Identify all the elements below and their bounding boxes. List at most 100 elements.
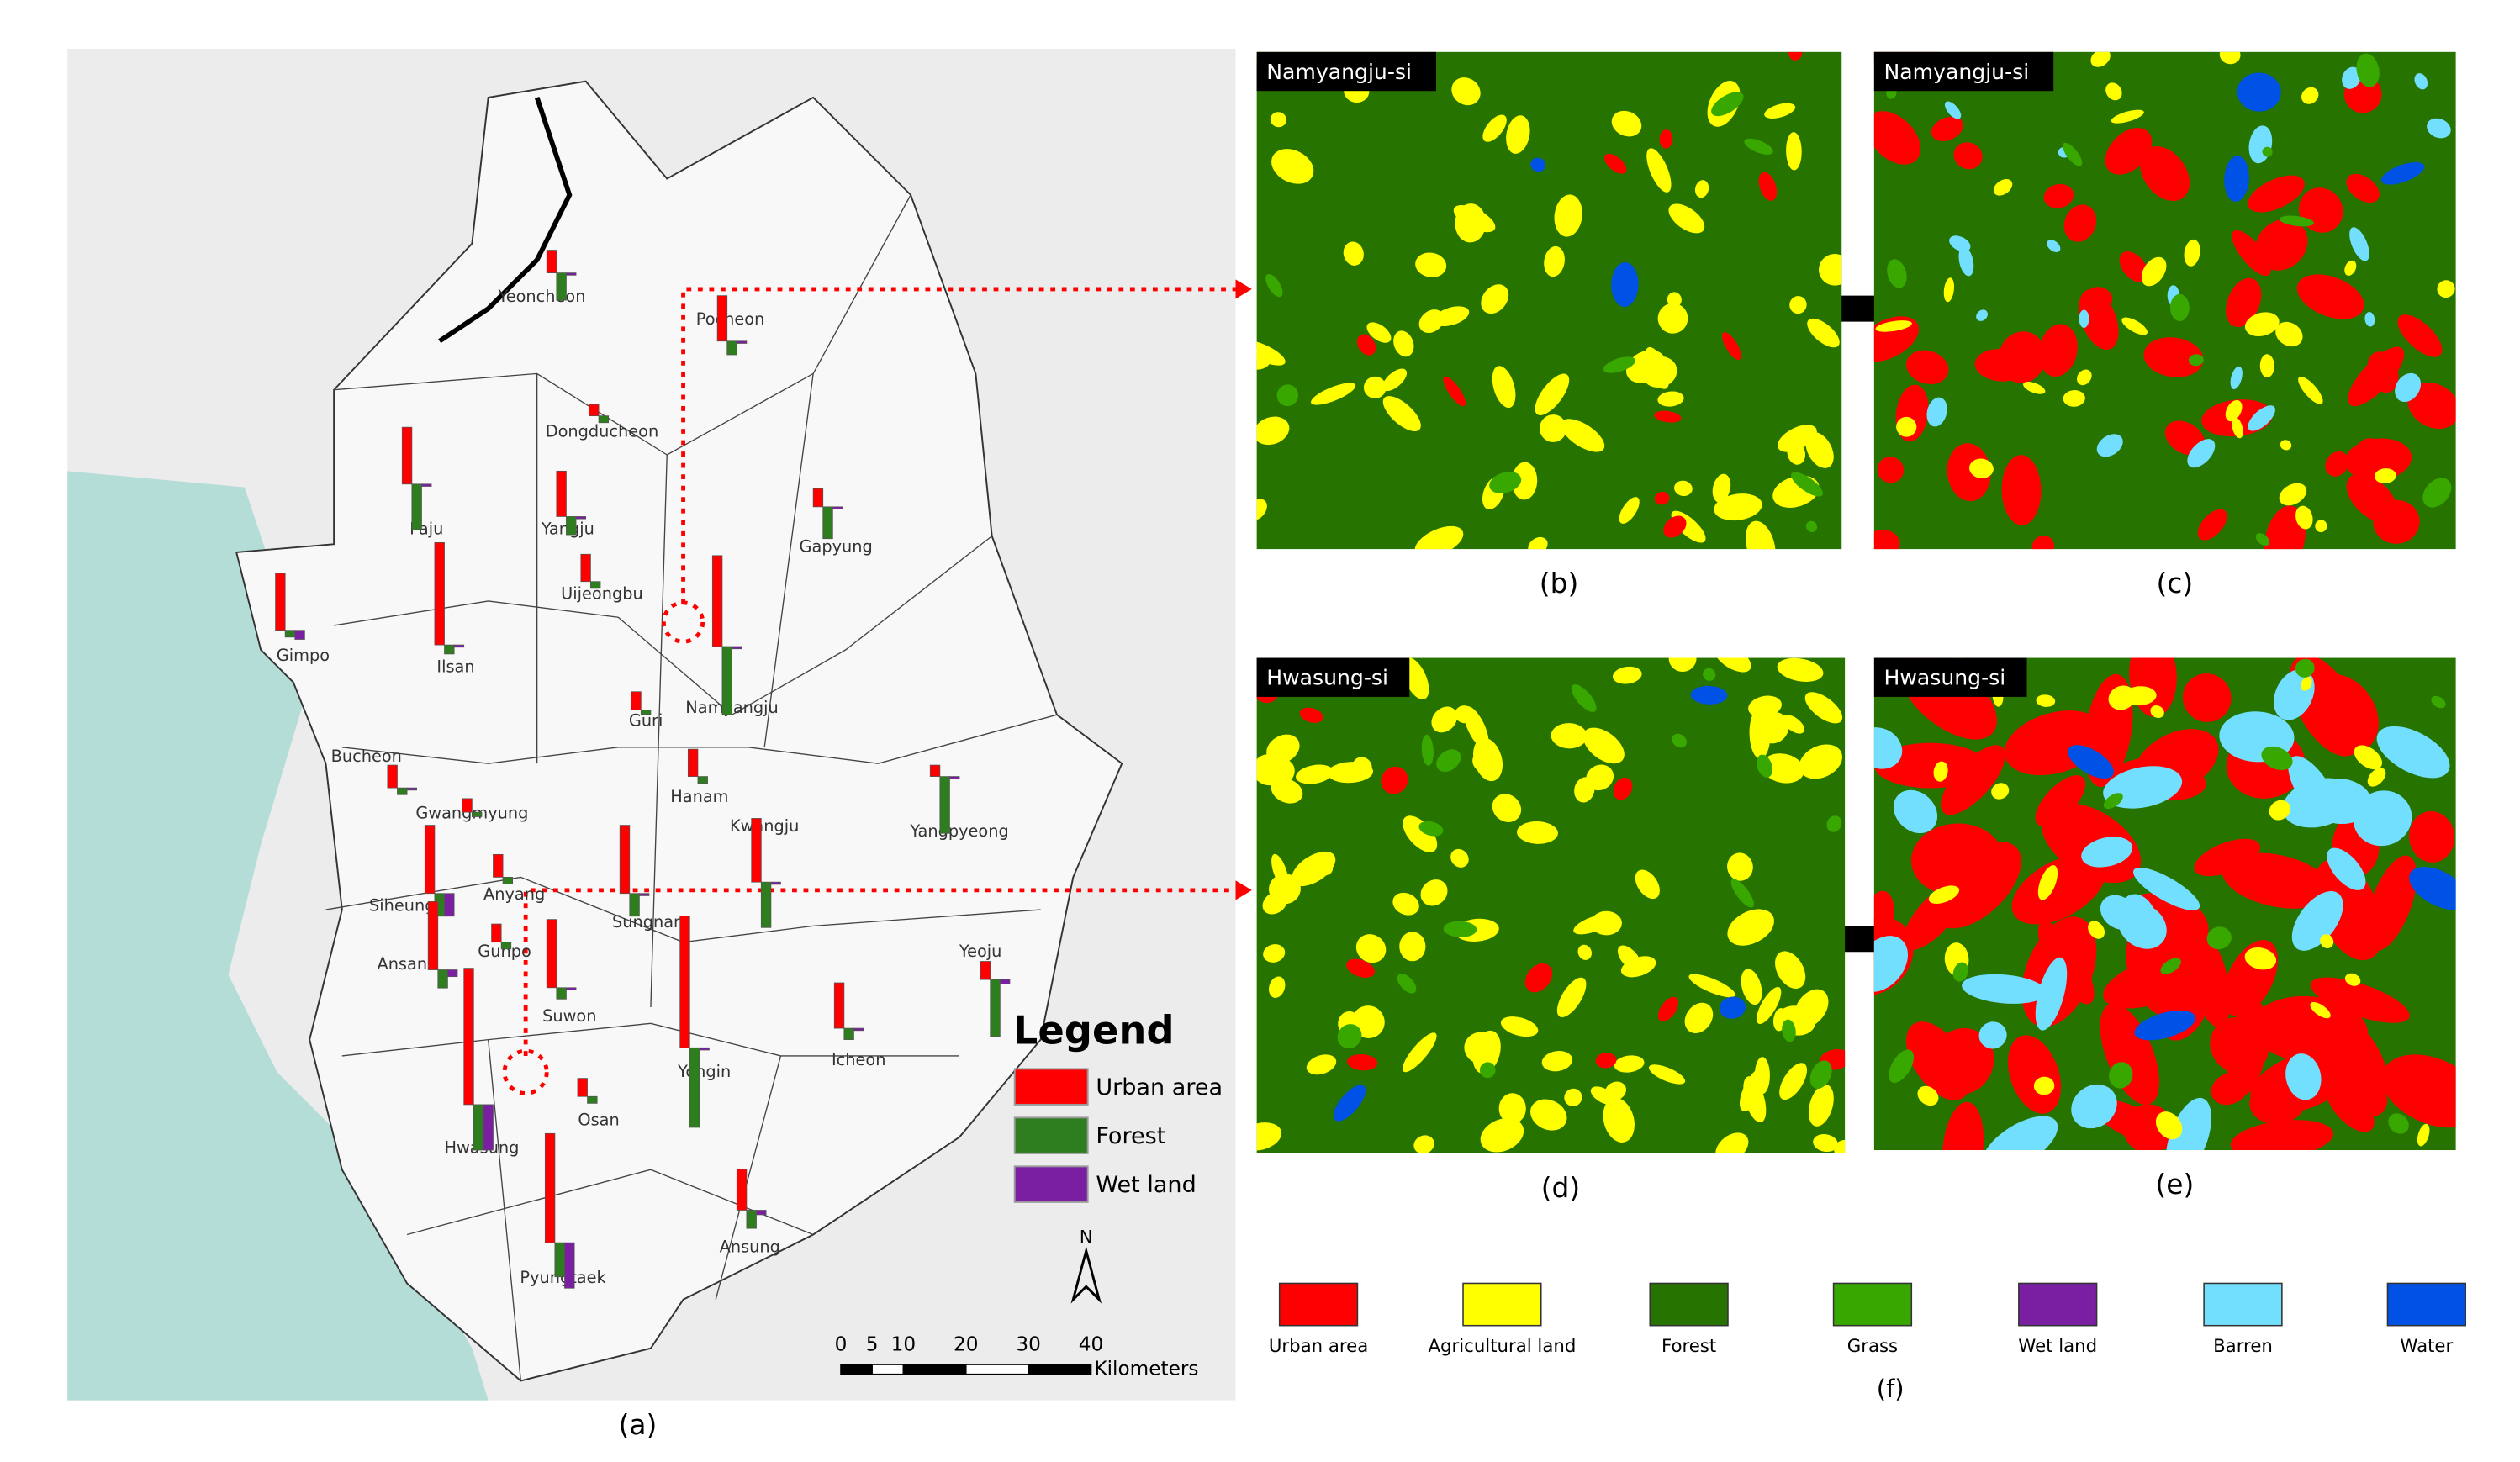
land-patch xyxy=(1413,1135,1434,1153)
land-patch xyxy=(2036,694,2056,707)
land-patch xyxy=(1875,320,1912,332)
land-patch xyxy=(1574,777,1595,803)
land-patch xyxy=(1926,397,1947,427)
city-bar xyxy=(491,923,502,943)
land-patch xyxy=(1614,1055,1645,1073)
land-patch xyxy=(1739,1066,1768,1111)
land-patch xyxy=(1617,945,1642,972)
land-patch xyxy=(1993,178,2013,196)
city-label: Gunpo xyxy=(478,942,531,961)
land-patch xyxy=(1762,753,1804,784)
scale-segment xyxy=(902,1364,967,1375)
land-patch xyxy=(2206,926,2232,950)
land-patch xyxy=(1807,318,1840,348)
land-patch xyxy=(1834,1139,1846,1153)
land-patch xyxy=(2211,1072,2249,1106)
land-patch xyxy=(2353,790,2412,847)
land-patch xyxy=(2132,868,2200,910)
land-patch xyxy=(2037,865,2058,900)
land-patch xyxy=(2134,1010,2196,1041)
land-patch xyxy=(2427,118,2451,139)
land-patch xyxy=(2344,1079,2388,1118)
landcover-label: Wet land xyxy=(2018,1336,2097,1357)
land-patch xyxy=(2301,677,2312,691)
land-patch xyxy=(1809,1060,1832,1090)
north-arrow xyxy=(1070,1246,1102,1304)
city-bar xyxy=(619,825,631,895)
land-patch xyxy=(1917,1085,1939,1106)
land-patch xyxy=(1500,1016,1539,1037)
land-patch xyxy=(2182,673,2232,722)
land-patch xyxy=(1982,1116,2058,1151)
land-patch xyxy=(1306,1054,1337,1075)
city-bar xyxy=(387,764,398,789)
city-bar xyxy=(736,340,748,344)
land-patch xyxy=(1714,657,1751,673)
land-patch xyxy=(2327,847,2366,890)
land-patch xyxy=(2301,87,2319,104)
land-patch xyxy=(1403,815,1438,852)
land-patch xyxy=(2063,204,2097,242)
land-cover-panel: Namyangju-si (c) xyxy=(1873,51,2456,599)
land-patch xyxy=(2143,337,2204,377)
city-bar xyxy=(589,404,600,417)
land-patch xyxy=(1952,962,1968,982)
city-label: Uijeongbu xyxy=(561,584,643,604)
land-cover-patches xyxy=(1256,657,1846,1153)
land-patch xyxy=(1571,684,1597,712)
land-patch xyxy=(2232,417,2243,439)
land-patch xyxy=(2068,745,2114,779)
land-patch xyxy=(1506,115,1530,154)
land-patch xyxy=(1554,194,1582,237)
land-patch xyxy=(1276,384,1299,407)
city-bar xyxy=(473,1104,484,1151)
land-patch xyxy=(1976,309,1988,321)
land-patch xyxy=(2155,1111,2183,1140)
city-bar xyxy=(556,272,567,301)
city-bar xyxy=(502,877,514,884)
land-patch xyxy=(2230,1120,2333,1151)
city-label: Kwangju xyxy=(730,816,799,836)
land-patch xyxy=(1292,851,1336,887)
city-label: Pocheon xyxy=(696,309,765,329)
land-patch xyxy=(2160,958,2181,974)
land-patch xyxy=(1346,958,1375,978)
panel-title: Hwasung-si xyxy=(1266,666,1388,690)
land-patch xyxy=(1603,1097,1635,1143)
land-patch xyxy=(2047,240,2061,252)
city-label: Yeoncheon xyxy=(497,287,585,306)
city-bar xyxy=(546,250,557,273)
land-patch xyxy=(1356,334,1376,356)
land-patch xyxy=(1819,254,1842,286)
land-patch xyxy=(2359,440,2396,472)
land-patch xyxy=(1928,885,1960,904)
city-bar xyxy=(401,426,413,485)
north-label: N xyxy=(1080,1227,1093,1248)
land-patch xyxy=(2291,891,2343,951)
landcover-swatch xyxy=(1278,1282,1359,1327)
landcover-swatch xyxy=(1462,1282,1542,1327)
city-bar xyxy=(939,776,950,834)
land-patch xyxy=(1512,462,1538,500)
land-patch xyxy=(2226,277,2262,328)
land-patch xyxy=(1893,789,1938,834)
land-patch xyxy=(1352,757,1372,776)
landcover-swatch xyxy=(2386,1282,2466,1327)
land-patch xyxy=(2280,440,2292,451)
land-patch xyxy=(1690,685,1728,705)
land-patch xyxy=(2035,775,2086,827)
panel-title: Hwasung-si xyxy=(1883,666,2005,690)
land-patch xyxy=(1805,431,1834,468)
land-patch xyxy=(2367,768,2386,787)
land-patch xyxy=(2325,451,2349,477)
land-patch xyxy=(1299,707,1323,723)
panel-caption: (e) xyxy=(2155,1169,2194,1201)
land-patch xyxy=(1473,737,1503,782)
land-patch xyxy=(1974,349,2028,382)
land-patch xyxy=(1672,733,1688,748)
land-patch xyxy=(1625,350,1666,383)
city-bar xyxy=(437,969,448,989)
land-patch xyxy=(1668,203,1705,234)
landcover-label: Agricultural land xyxy=(1428,1336,1576,1357)
city-bar xyxy=(587,1095,598,1104)
